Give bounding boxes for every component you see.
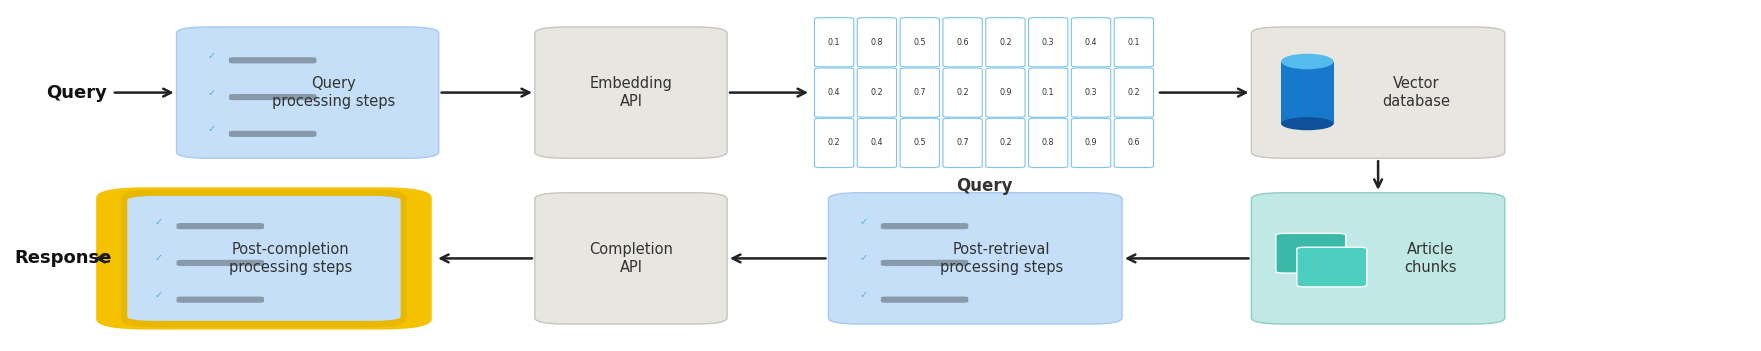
FancyBboxPatch shape: [229, 57, 317, 64]
FancyBboxPatch shape: [858, 118, 896, 167]
FancyBboxPatch shape: [176, 223, 264, 229]
Text: ✓: ✓: [155, 253, 164, 263]
Text: ✓: ✓: [859, 217, 868, 227]
FancyBboxPatch shape: [123, 193, 403, 324]
FancyBboxPatch shape: [1071, 118, 1111, 167]
Text: ✓: ✓: [208, 51, 215, 61]
FancyBboxPatch shape: [1115, 118, 1153, 167]
FancyBboxPatch shape: [1277, 233, 1345, 273]
Text: ✓: ✓: [859, 290, 868, 300]
Text: 0.1: 0.1: [1043, 88, 1055, 97]
Text: ✓: ✓: [208, 124, 215, 134]
Text: 0.6: 0.6: [956, 38, 969, 47]
Text: 0.5: 0.5: [914, 38, 926, 47]
Text: ✓: ✓: [208, 88, 215, 98]
Ellipse shape: [1280, 54, 1333, 69]
Text: 0.3: 0.3: [1085, 88, 1097, 97]
FancyBboxPatch shape: [858, 68, 896, 117]
Text: 0.4: 0.4: [1085, 38, 1097, 47]
Text: 0.2: 0.2: [1127, 88, 1139, 97]
FancyBboxPatch shape: [828, 193, 1122, 324]
FancyBboxPatch shape: [176, 297, 264, 303]
FancyBboxPatch shape: [1252, 27, 1506, 158]
Text: Completion
API: Completion API: [588, 242, 673, 274]
FancyBboxPatch shape: [880, 297, 969, 303]
FancyBboxPatch shape: [900, 68, 939, 117]
FancyBboxPatch shape: [535, 193, 727, 324]
Text: Embedding
API: Embedding API: [590, 77, 673, 109]
Bar: [1280, 61, 1333, 124]
FancyBboxPatch shape: [1296, 247, 1367, 287]
Text: 0.4: 0.4: [828, 88, 840, 97]
FancyBboxPatch shape: [880, 223, 969, 229]
FancyBboxPatch shape: [942, 118, 983, 167]
Text: ✓: ✓: [155, 290, 164, 300]
FancyBboxPatch shape: [1071, 68, 1111, 117]
Text: 0.1: 0.1: [1127, 38, 1139, 47]
Text: ✓: ✓: [155, 217, 164, 227]
FancyBboxPatch shape: [1252, 193, 1506, 324]
Ellipse shape: [1280, 117, 1333, 130]
Text: 0.2: 0.2: [828, 138, 840, 147]
FancyBboxPatch shape: [1071, 18, 1111, 67]
Text: 0.3: 0.3: [1043, 38, 1055, 47]
Text: Post-retrieval
processing steps: Post-retrieval processing steps: [940, 242, 1064, 274]
FancyBboxPatch shape: [986, 118, 1025, 167]
Text: 0.8: 0.8: [870, 38, 884, 47]
FancyBboxPatch shape: [535, 27, 727, 158]
FancyBboxPatch shape: [97, 187, 431, 330]
Text: Query: Query: [956, 177, 1013, 195]
FancyBboxPatch shape: [1028, 18, 1067, 67]
Text: Query
processing steps: Query processing steps: [273, 77, 396, 109]
Text: Post-completion
processing steps: Post-completion processing steps: [229, 242, 352, 274]
Text: 0.2: 0.2: [998, 38, 1013, 47]
FancyBboxPatch shape: [229, 94, 317, 100]
Text: 0.7: 0.7: [956, 138, 969, 147]
FancyBboxPatch shape: [986, 18, 1025, 67]
FancyBboxPatch shape: [176, 260, 264, 266]
FancyBboxPatch shape: [1028, 118, 1067, 167]
Text: 0.9: 0.9: [998, 88, 1013, 97]
Text: 0.6: 0.6: [1127, 138, 1139, 147]
FancyBboxPatch shape: [815, 118, 854, 167]
Text: 0.5: 0.5: [914, 138, 926, 147]
Text: 0.9: 0.9: [1085, 138, 1097, 147]
FancyBboxPatch shape: [942, 18, 983, 67]
Text: 0.7: 0.7: [914, 88, 926, 97]
FancyBboxPatch shape: [986, 68, 1025, 117]
FancyBboxPatch shape: [229, 131, 317, 137]
FancyBboxPatch shape: [858, 18, 896, 67]
FancyBboxPatch shape: [815, 68, 854, 117]
Text: Query: Query: [46, 84, 107, 101]
FancyBboxPatch shape: [880, 260, 969, 266]
FancyBboxPatch shape: [1115, 68, 1153, 117]
FancyBboxPatch shape: [942, 68, 983, 117]
FancyBboxPatch shape: [1115, 18, 1153, 67]
Text: 0.2: 0.2: [870, 88, 884, 97]
FancyBboxPatch shape: [176, 27, 438, 158]
Text: 0.2: 0.2: [998, 138, 1013, 147]
Text: 0.2: 0.2: [956, 88, 969, 97]
Text: Vector
database: Vector database: [1382, 77, 1451, 109]
Text: 0.4: 0.4: [870, 138, 884, 147]
Text: 0.8: 0.8: [1043, 138, 1055, 147]
Text: Article
chunks: Article chunks: [1404, 242, 1456, 274]
Text: 0.1: 0.1: [828, 38, 840, 47]
FancyBboxPatch shape: [1028, 68, 1067, 117]
FancyBboxPatch shape: [815, 18, 854, 67]
Text: Response: Response: [14, 250, 111, 267]
FancyBboxPatch shape: [900, 18, 939, 67]
FancyBboxPatch shape: [900, 118, 939, 167]
Text: ✓: ✓: [859, 253, 868, 263]
